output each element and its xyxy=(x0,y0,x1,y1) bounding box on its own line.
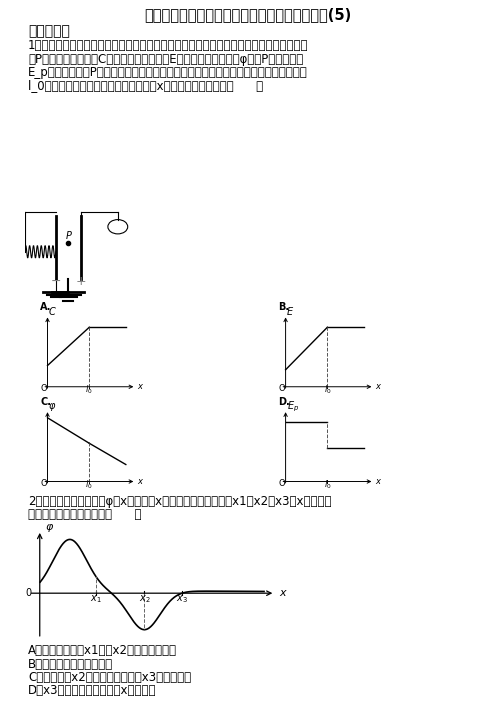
Text: φ: φ xyxy=(49,402,55,411)
Text: 0: 0 xyxy=(25,588,32,598)
Text: $l_0$: $l_0$ xyxy=(85,384,93,396)
Text: $l_0$: $l_0$ xyxy=(323,479,331,491)
Text: B.: B. xyxy=(278,303,289,312)
Text: $l_0$: $l_0$ xyxy=(85,479,93,491)
Text: B．该电场可能是均强电场: B．该电场可能是均强电场 xyxy=(28,658,113,670)
Text: φ: φ xyxy=(45,522,53,532)
Text: x: x xyxy=(375,383,380,391)
Text: x: x xyxy=(137,477,142,486)
Text: 个点，下列判断正确的是（      ）: 个点，下列判断正确的是（ ） xyxy=(28,508,141,522)
Text: C．负电荷在x2处的电势能小于在x3处的电势能: C．负电荷在x2处的电势能小于在x3处的电势能 xyxy=(28,671,191,684)
Text: O: O xyxy=(278,479,285,488)
Text: $l_0$: $l_0$ xyxy=(323,384,331,396)
Text: C.: C. xyxy=(40,397,51,407)
Text: x: x xyxy=(279,588,286,598)
Text: 1．一平行板电容器充电后与电源断开，负极板接地，两板间有一个带正电的检验电荷固定: 1．一平行板电容器充电后与电源断开，负极板接地，两板间有一个带正电的检验电荷固定 xyxy=(28,39,309,52)
Text: $x_2$: $x_2$ xyxy=(138,593,150,605)
Text: −: − xyxy=(51,274,61,288)
Text: D．x3处的电场强度方向沿x轴正方向: D．x3处的电场强度方向沿x轴正方向 xyxy=(28,684,157,698)
Text: A.: A. xyxy=(40,303,52,312)
Text: $E_p$: $E_p$ xyxy=(287,399,299,414)
Text: P: P xyxy=(65,231,71,241)
Text: E_p表示正电荷在P点的电势能；若正极板保持不动，将负极板缓慢向右平移一小段距离: E_p表示正电荷在P点的电势能；若正极板保持不动，将负极板缓慢向右平移一小段距离 xyxy=(28,66,308,79)
Text: 高考物理电磁学知识点之静电场真题汇编及答案(5): 高考物理电磁学知识点之静电场真题汇编及答案(5) xyxy=(144,7,352,22)
Text: x: x xyxy=(137,383,142,391)
Text: 一、选择题: 一、选择题 xyxy=(28,24,70,38)
Text: D.: D. xyxy=(278,397,290,407)
Text: x: x xyxy=(375,477,380,486)
Text: +: + xyxy=(75,274,86,288)
Text: 2．真空中静电场的电势φ在x正半轴随x的变化关系如图所示，x1、x2、x3为x轴上的三: 2．真空中静电场的电势φ在x正半轴随x的变化关系如图所示，x1、x2、x3为x轴… xyxy=(28,495,331,508)
Text: 在P点，如图所示，以C表示电容器的电容，E表示两板间的场强，φ表示P点的电势，: 在P点，如图所示，以C表示电容器的电容，E表示两板间的场强，φ表示P点的电势， xyxy=(28,53,303,65)
Text: A．将一负电荷从x1移到x2，电场力不做功: A．将一负电荷从x1移到x2，电场力不做功 xyxy=(28,644,177,657)
Text: C: C xyxy=(49,307,56,317)
Text: O: O xyxy=(40,384,47,393)
Text: E: E xyxy=(287,307,293,317)
Text: O: O xyxy=(278,384,285,393)
Text: l_0，则下列各物理量与负极板移动距离x的关系图像正确的是（      ）: l_0，则下列各物理量与负极板移动距离x的关系图像正确的是（ ） xyxy=(28,79,263,93)
Text: $x_3$: $x_3$ xyxy=(176,593,187,605)
Text: $x_1$: $x_1$ xyxy=(90,593,102,605)
Text: O: O xyxy=(40,479,47,488)
